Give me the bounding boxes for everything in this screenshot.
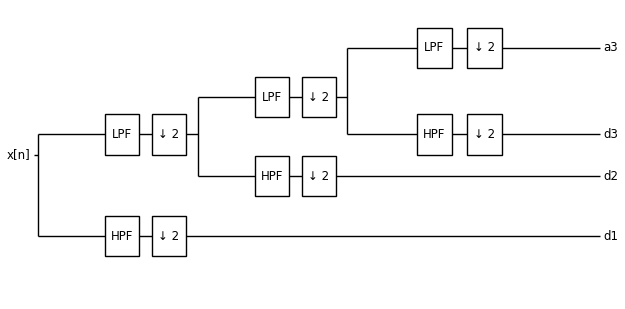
Text: LPF: LPF (424, 41, 444, 54)
Text: LPF: LPF (112, 128, 132, 141)
FancyBboxPatch shape (418, 28, 451, 68)
Text: x[n]: x[n] (6, 148, 30, 161)
Text: d1: d1 (603, 230, 618, 243)
Text: HPF: HPF (111, 230, 133, 243)
FancyBboxPatch shape (105, 114, 139, 154)
Text: a3: a3 (603, 41, 618, 54)
Text: ↓ 2: ↓ 2 (474, 128, 495, 141)
FancyBboxPatch shape (418, 114, 451, 154)
Text: ↓ 2: ↓ 2 (308, 91, 329, 104)
FancyBboxPatch shape (302, 156, 336, 196)
Text: ↓ 2: ↓ 2 (158, 128, 179, 141)
FancyBboxPatch shape (152, 114, 186, 154)
Text: LPF: LPF (262, 91, 282, 104)
Text: HPF: HPF (261, 170, 283, 183)
Text: HPF: HPF (423, 128, 446, 141)
FancyBboxPatch shape (255, 77, 289, 117)
FancyBboxPatch shape (468, 28, 502, 68)
Text: ↓ 2: ↓ 2 (474, 41, 495, 54)
Text: ↓ 2: ↓ 2 (158, 230, 179, 243)
FancyBboxPatch shape (302, 77, 336, 117)
Text: ↓ 2: ↓ 2 (308, 170, 329, 183)
Text: d2: d2 (603, 170, 618, 183)
FancyBboxPatch shape (255, 156, 289, 196)
FancyBboxPatch shape (468, 114, 502, 154)
FancyBboxPatch shape (152, 216, 186, 256)
Text: d3: d3 (603, 128, 618, 141)
FancyBboxPatch shape (105, 216, 139, 256)
